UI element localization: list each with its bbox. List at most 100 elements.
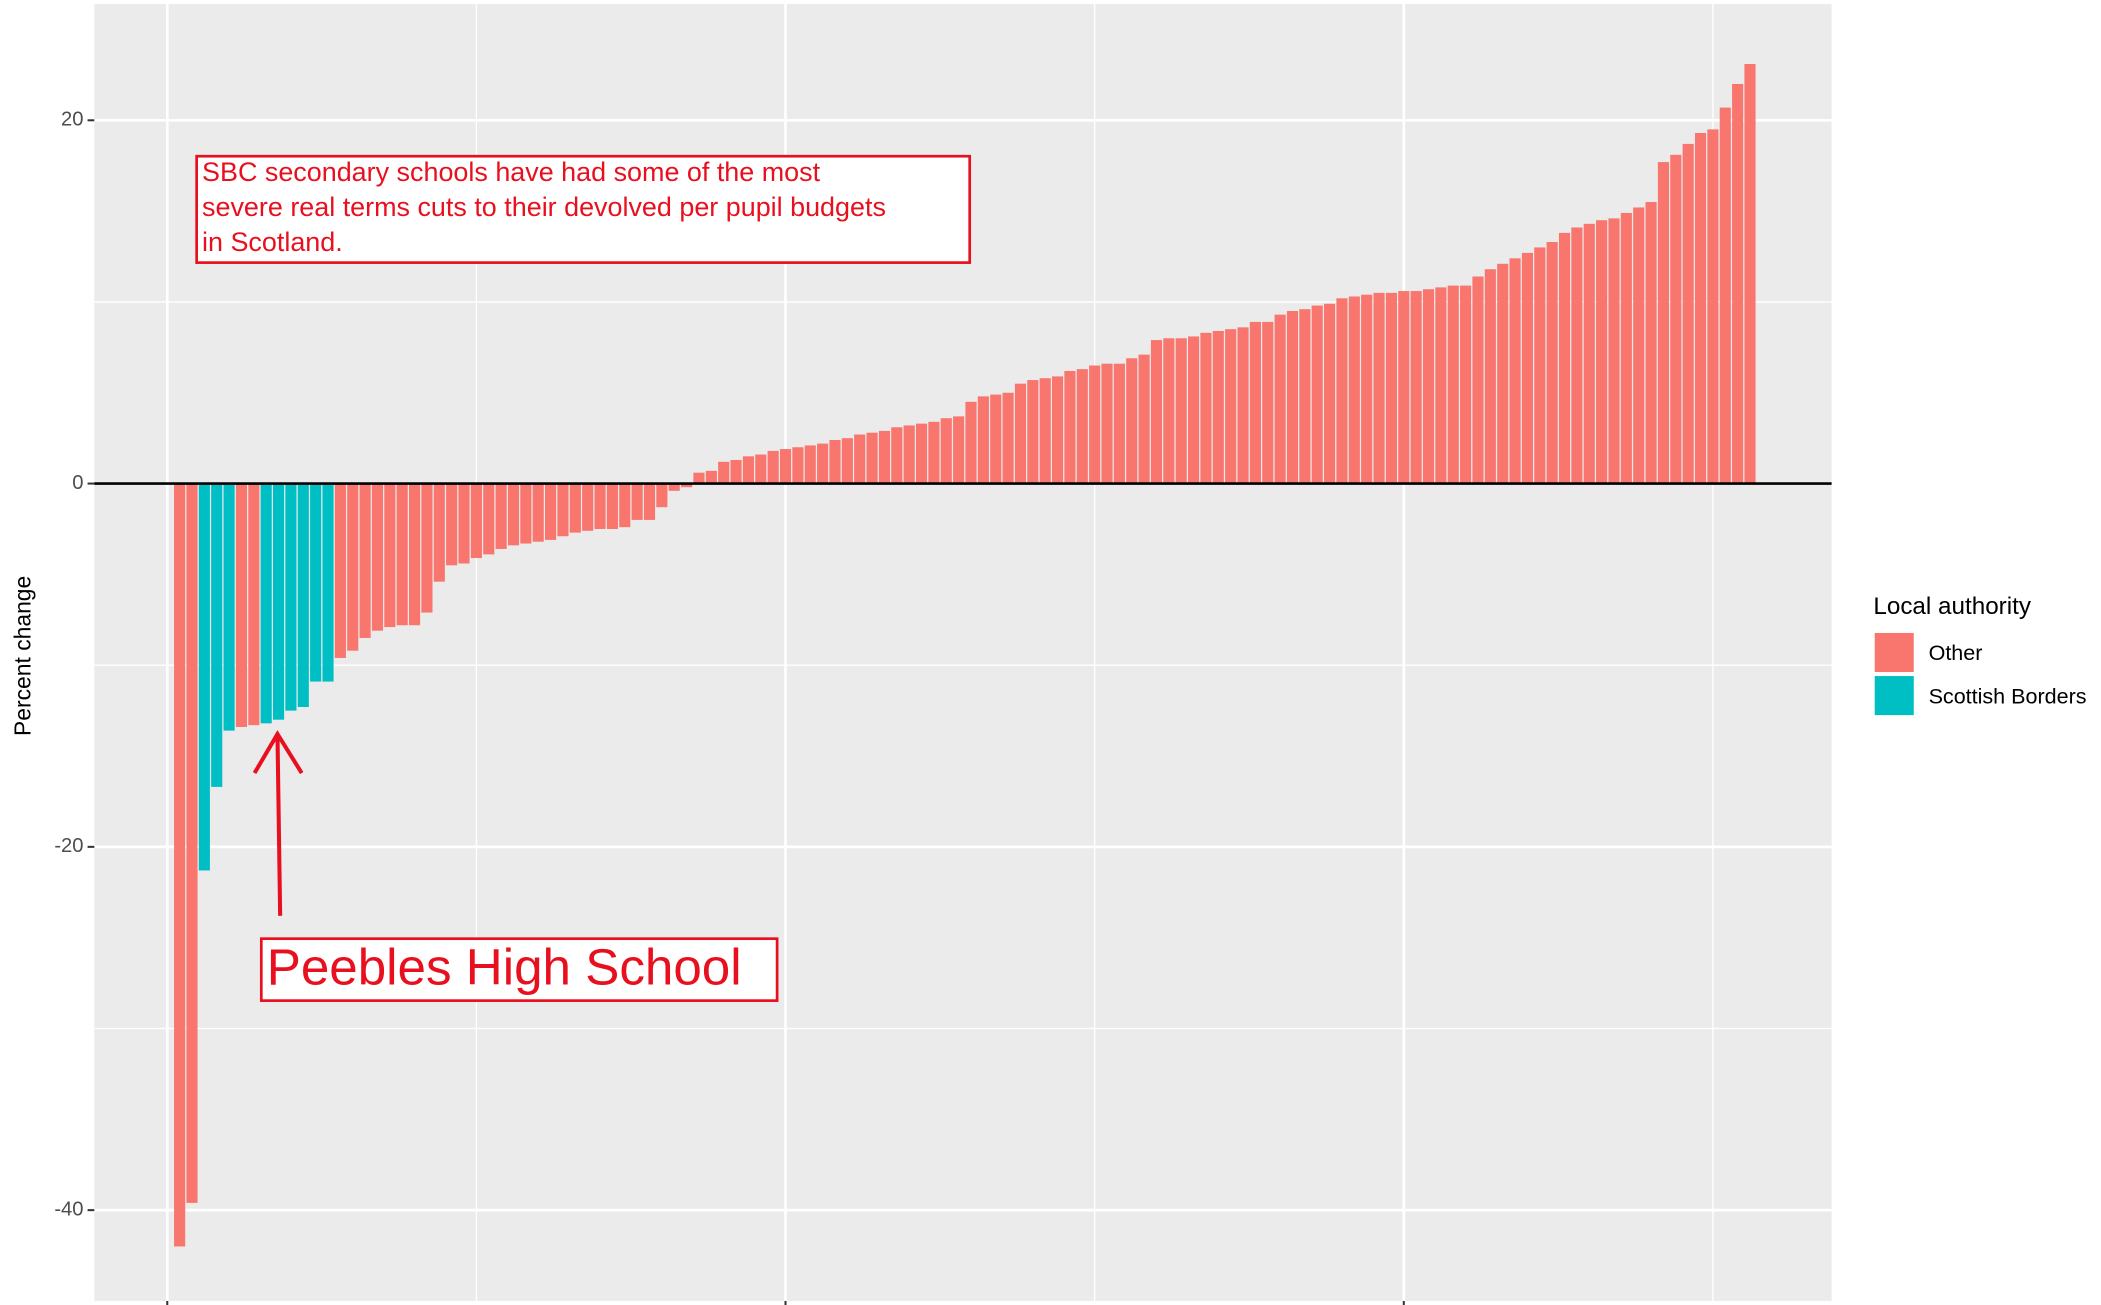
bar (1596, 220, 1608, 484)
bar (755, 454, 767, 484)
bars (174, 63, 1756, 1247)
bar (841, 438, 853, 484)
bar (1039, 378, 1051, 484)
bar (928, 421, 940, 484)
bar (817, 443, 829, 484)
bar (1089, 365, 1101, 484)
bar (1732, 83, 1744, 484)
bar (569, 483, 581, 533)
bar (483, 483, 495, 555)
bar (1324, 303, 1336, 484)
bar (1620, 212, 1632, 484)
y-tick-label: 20 (61, 109, 83, 131)
bar (421, 483, 433, 613)
legend: Local authority Other Scottish Borders (1873, 593, 2087, 716)
bar (507, 483, 520, 546)
bar (1299, 309, 1311, 484)
bar (495, 483, 507, 549)
bar (1608, 218, 1620, 484)
bar (334, 483, 346, 658)
annotation-box (259, 937, 779, 1002)
bar (1422, 289, 1435, 484)
bar (211, 483, 223, 787)
bar (1497, 263, 1509, 484)
bar (1509, 258, 1521, 484)
bar (1546, 241, 1558, 484)
bar (347, 483, 359, 651)
annotation: SBC secondary schools have had some of t… (195, 154, 972, 264)
bar (409, 483, 421, 626)
bar (384, 483, 396, 628)
bar (260, 483, 272, 724)
bar (1670, 154, 1682, 484)
bar (1385, 292, 1397, 484)
bar (619, 483, 631, 528)
bar (371, 483, 384, 631)
bar (1571, 227, 1583, 484)
bar (1694, 133, 1707, 484)
bar (606, 483, 618, 529)
bar (1262, 321, 1274, 484)
bar (940, 418, 952, 484)
bar (705, 470, 717, 484)
bar (1682, 143, 1694, 484)
bar (866, 432, 878, 484)
bar (322, 483, 334, 682)
bar (1534, 247, 1546, 484)
bar (742, 456, 754, 484)
bar (1076, 369, 1088, 484)
bar (1447, 285, 1459, 484)
bar (1286, 311, 1299, 484)
bar (668, 483, 680, 491)
bar (1484, 269, 1496, 484)
bar (532, 483, 544, 542)
bar (1373, 292, 1385, 484)
bar (1027, 380, 1039, 484)
legend-title: Local authority (1873, 593, 2032, 620)
bar (878, 430, 891, 484)
legend-key (1874, 676, 1914, 716)
bar (1150, 340, 1163, 484)
y-axis-label: Percent change (9, 576, 35, 736)
bar (1645, 202, 1657, 484)
bar (433, 483, 445, 582)
bar (1707, 129, 1719, 484)
bar (1348, 296, 1360, 484)
axes: -40 -20 0 20 (54, 109, 1832, 1305)
bar (990, 394, 1002, 484)
bar (248, 483, 260, 726)
annotation-text: SBC secondary schools have had some of t… (202, 157, 821, 187)
bar (767, 450, 779, 484)
bar (1435, 287, 1447, 484)
bar (1064, 370, 1076, 484)
bar (718, 461, 730, 484)
bar (903, 425, 915, 484)
bar (1200, 332, 1212, 484)
annotation: Peebles High School (252, 730, 779, 1002)
bar (965, 401, 977, 484)
bar (1521, 252, 1533, 484)
bar (854, 434, 866, 484)
bar (1311, 305, 1323, 484)
bar (792, 447, 804, 484)
bar (582, 483, 594, 531)
annotation-text: in Scotland. (202, 227, 343, 257)
bar (953, 416, 965, 484)
bar (1460, 285, 1472, 484)
bar (1633, 207, 1645, 484)
y-tick-label: -40 (54, 1198, 83, 1220)
bar (446, 483, 458, 566)
bar (297, 483, 309, 707)
bar (1410, 291, 1422, 484)
bar (804, 445, 816, 484)
bar (520, 483, 532, 544)
bar (458, 483, 470, 564)
bar (186, 483, 198, 1203)
bar (223, 483, 235, 731)
bar (272, 483, 285, 720)
bar (174, 483, 186, 1247)
bar (557, 483, 569, 537)
bar (915, 423, 928, 484)
